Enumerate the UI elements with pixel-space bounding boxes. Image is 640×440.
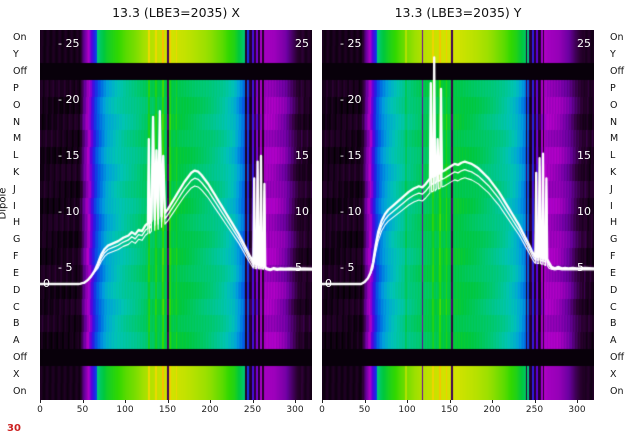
dipole-row-label: G (610, 234, 618, 246)
x-tick-label: 200 (201, 405, 219, 415)
x-tick-label: 0 (37, 405, 43, 415)
dipole-row-label: On (13, 385, 27, 397)
dipole-row-label: Y (610, 49, 616, 61)
x-tick-label: 50 (76, 405, 89, 415)
dipole-row-label: J (610, 183, 613, 195)
dipole-row-label: L (610, 150, 616, 162)
dipole-row-label: P (13, 82, 19, 94)
x-tick-label: 300 (568, 405, 586, 415)
frame-counter: 30 (7, 423, 21, 434)
dipole-row-label: C (13, 301, 20, 313)
x-axis-x: 0 50 100 150 200 250 300 (37, 400, 312, 422)
x-tick-label: 100 (398, 405, 416, 415)
dipole-row-label: X (610, 368, 617, 380)
panel-title-x: 13.3 (LBE3=2035) X (112, 5, 240, 20)
x-tick-mark (40, 400, 41, 403)
x-tick-mark (364, 400, 366, 403)
dipole-row-label: Off (610, 351, 625, 363)
x-tick-label: 250 (525, 405, 544, 415)
x-tick-label: 250 (243, 405, 262, 415)
dipole-row-label: X (13, 368, 20, 380)
y-axis-title: Dipole (0, 187, 9, 220)
dipole-row-label: B (610, 318, 617, 330)
dipole-row-label: E (610, 267, 617, 279)
x-tick-label: 150 (440, 405, 459, 415)
dipole-row-label: On (13, 32, 27, 44)
x-tick-mark (82, 400, 84, 403)
dipole-row-label: I (13, 200, 16, 212)
dipole-row-label: C (610, 301, 617, 313)
dipole-row-label: N (13, 116, 21, 128)
dipole-row-label: H (610, 217, 618, 229)
dipole-row-label: F (610, 251, 616, 263)
x-tick-mark (167, 400, 169, 403)
dipole-row-label: O (610, 99, 618, 111)
dipole-row-label: H (13, 217, 21, 229)
dipole-row-label: K (610, 166, 617, 178)
dipole-row-label: Off (13, 66, 28, 78)
x-tick-label: 100 (116, 405, 134, 415)
x-tick-mark (407, 400, 408, 403)
dipole-row-label: N (610, 116, 618, 128)
heatmap-canvas-x (40, 30, 312, 400)
dipole-row-label: B (13, 318, 20, 330)
dipole-row-label: G (13, 234, 21, 246)
dipole-row-label: P (610, 82, 616, 94)
x-tick-label: 50 (358, 405, 371, 415)
x-tick-mark (125, 400, 126, 403)
x-tick-label: 150 (158, 405, 177, 415)
x-tick-mark (577, 400, 578, 403)
x-tick-label: 0 (319, 405, 325, 415)
heatmap-canvas-y (322, 30, 594, 400)
dipole-row-label: O (13, 99, 21, 111)
x-tick-mark (322, 400, 323, 403)
x-tick-mark (295, 400, 296, 403)
dipole-row-label: D (13, 284, 21, 296)
dipole-row-label: On (610, 385, 624, 397)
dipole-row-label: M (13, 133, 22, 145)
dipole-row-label: E (13, 267, 20, 279)
left-dipole-labels: On Y Off P O N M L K J I H G F E D C B A Off X On (13, 0, 41, 440)
x-tick-mark (449, 400, 451, 403)
dipole-row-label: D (610, 284, 618, 296)
dipole-row-label: On (610, 32, 624, 44)
dipole-row-label: J (13, 183, 16, 195)
x-tick-label: 300 (286, 405, 304, 415)
dipole-row-label: Off (13, 351, 28, 363)
x-tick-mark (534, 400, 536, 403)
x-tick-label: 200 (483, 405, 501, 415)
dipole-row-label: I (610, 200, 613, 212)
dipole-row-label: M (610, 133, 619, 145)
right-dipole-labels: On Y Off P O N M L K J I H G F E D C B A Off X On (610, 0, 638, 440)
dipole-row-label: F (13, 251, 19, 263)
dipole-row-label: Off (610, 66, 625, 78)
x-tick-mark (210, 400, 211, 403)
x-tick-mark (492, 400, 493, 403)
dipole-row-label: L (13, 150, 19, 162)
dipole-row-label: Y (13, 49, 19, 61)
x-tick-mark (252, 400, 254, 403)
dipole-row-label: A (610, 335, 617, 347)
dipole-row-label: K (13, 166, 20, 178)
x-axis-y: 0 50 100 150 200 250 300 (319, 400, 594, 422)
panel-title-y: 13.3 (LBE3=2035) Y (394, 5, 522, 20)
dipole-row-label: A (13, 335, 20, 347)
